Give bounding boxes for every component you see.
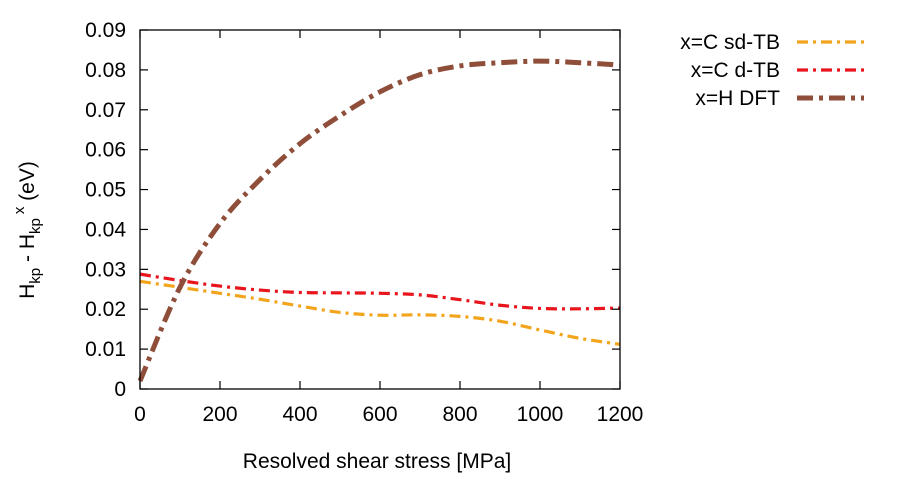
series-line bbox=[137, 58, 621, 383]
x-tick-label: 200 bbox=[202, 403, 237, 426]
x-tick-label: 1000 bbox=[517, 403, 564, 426]
plot-area bbox=[137, 58, 621, 383]
x-axis-title: Resolved shear stress [MPa] bbox=[243, 450, 511, 473]
y-axis-title-h1-sub: kp bbox=[27, 268, 44, 284]
legend: x=C sd-TB x=C d-TB x=H DFT bbox=[680, 31, 864, 110]
y-axis-title-unit: (eV) bbox=[16, 161, 39, 207]
y-tick-label: 0.04 bbox=[85, 218, 126, 241]
x-tick-label: 0 bbox=[134, 403, 146, 426]
y-tick-label: 0.06 bbox=[85, 139, 126, 162]
plot-frame bbox=[139, 29, 621, 390]
x-tick-label: 1200 bbox=[597, 403, 644, 426]
y-axis-title-h2-sup: x bbox=[11, 206, 28, 214]
y-tick-label: 0.01 bbox=[85, 338, 126, 361]
y-axis-title-sep: - bbox=[16, 249, 39, 268]
y-tick-label: 0.05 bbox=[85, 179, 126, 202]
x-tick-label: 800 bbox=[442, 403, 477, 426]
y-tick-label: 0.07 bbox=[85, 99, 126, 122]
y-axis-title: Hkp - Hkp x (eV) bbox=[11, 161, 44, 299]
y-tick-label: 0.09 bbox=[85, 19, 126, 42]
x-tick-label: 400 bbox=[282, 403, 317, 426]
y-tick-label: 0 bbox=[114, 378, 126, 401]
axis-ticks: 0 200 400 600 800 1000 1200 0 0.01 0.02 0.03 0.04 0.… bbox=[85, 19, 643, 426]
y-tick-label: 0.03 bbox=[85, 258, 126, 281]
y-tick-label: 0.02 bbox=[85, 298, 126, 321]
y-tick-label: 0.08 bbox=[85, 59, 126, 82]
series-line bbox=[139, 279, 621, 346]
legend-label: x=H DFT bbox=[695, 87, 780, 110]
y-axis-title-h2: H bbox=[16, 234, 39, 249]
series-line bbox=[139, 272, 621, 311]
legend-label: x=C d-TB bbox=[691, 59, 780, 82]
legend-label: x=C sd-TB bbox=[680, 31, 780, 54]
y-axis-title-h1: H bbox=[16, 284, 39, 299]
y-axis-title-h2-sub: kp bbox=[27, 218, 44, 234]
x-tick-label: 600 bbox=[362, 403, 397, 426]
